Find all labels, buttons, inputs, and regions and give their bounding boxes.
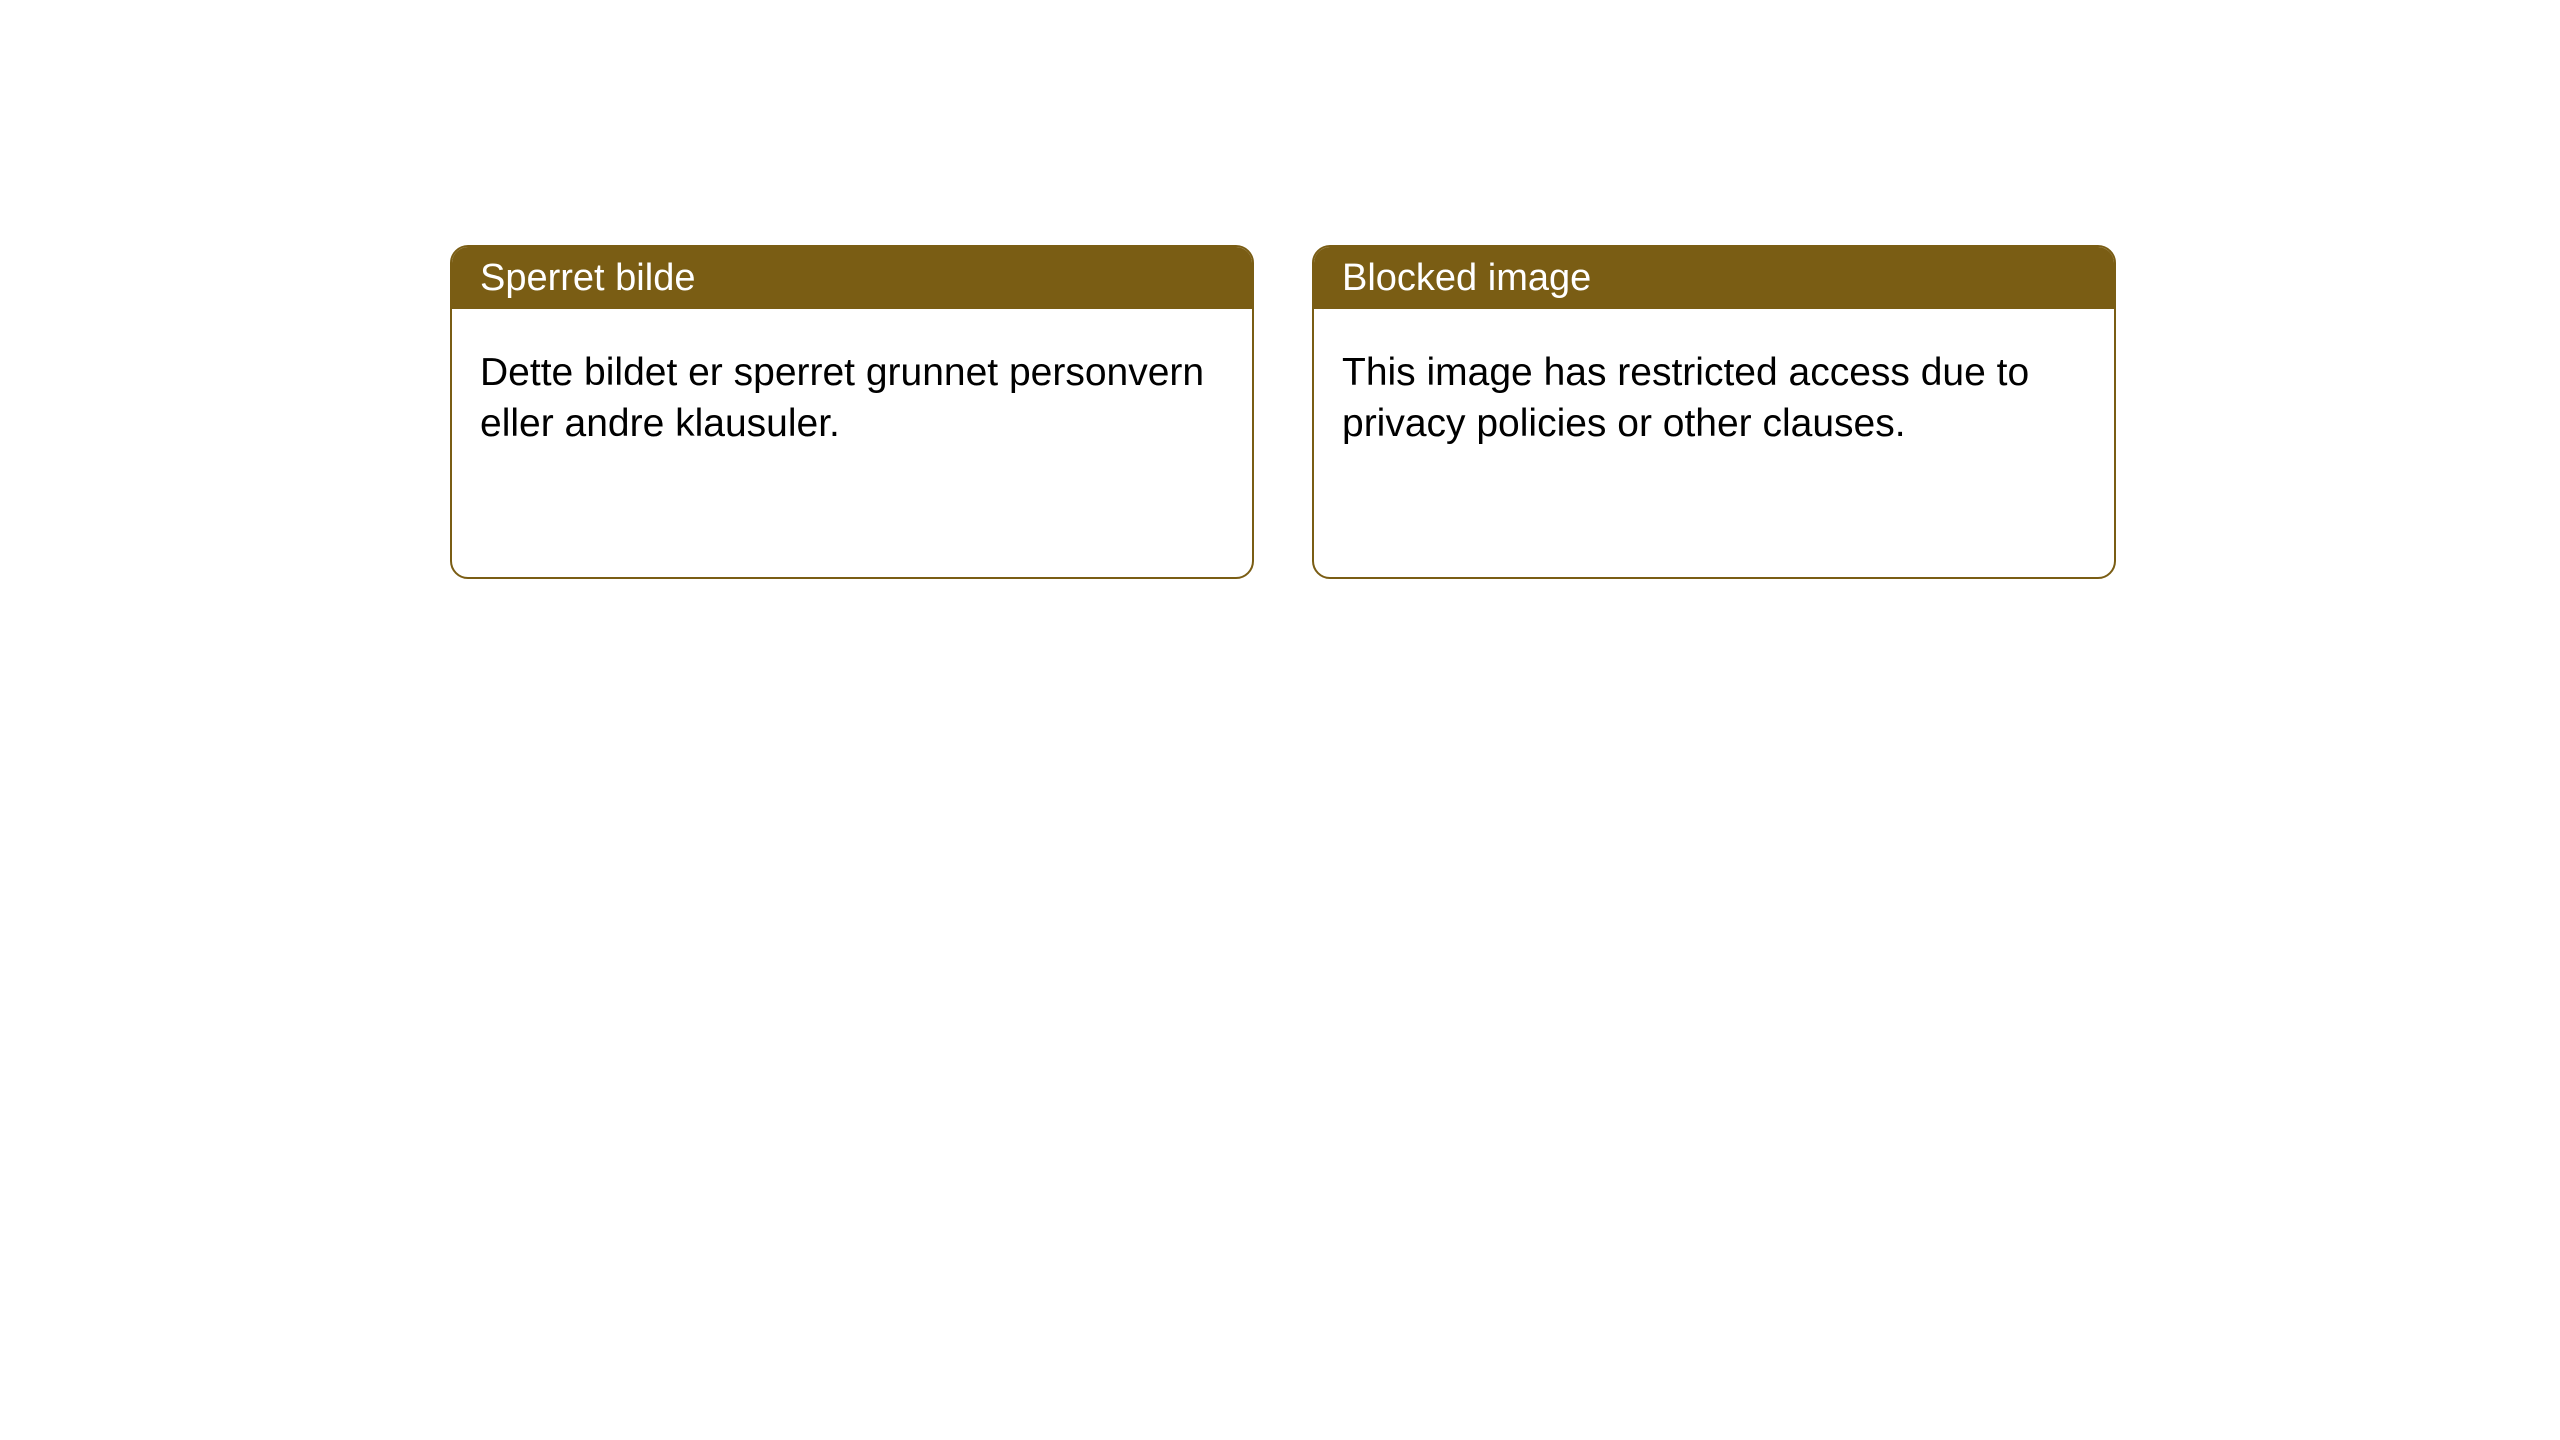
notice-title: Sperret bilde — [480, 257, 695, 300]
notice-card-english: Blocked image This image has restricted … — [1312, 245, 2116, 579]
notice-body-text: Dette bildet er sperret grunnet personve… — [480, 351, 1204, 445]
notice-container: Sperret bilde Dette bildet er sperret gr… — [0, 0, 2560, 579]
notice-body-text: This image has restricted access due to … — [1342, 351, 2029, 445]
notice-header: Blocked image — [1314, 247, 2114, 309]
notice-body: Dette bildet er sperret grunnet personve… — [452, 309, 1252, 488]
notice-body: This image has restricted access due to … — [1314, 309, 2114, 488]
notice-card-norwegian: Sperret bilde Dette bildet er sperret gr… — [450, 245, 1254, 579]
notice-header: Sperret bilde — [452, 247, 1252, 309]
notice-title: Blocked image — [1342, 257, 1591, 300]
